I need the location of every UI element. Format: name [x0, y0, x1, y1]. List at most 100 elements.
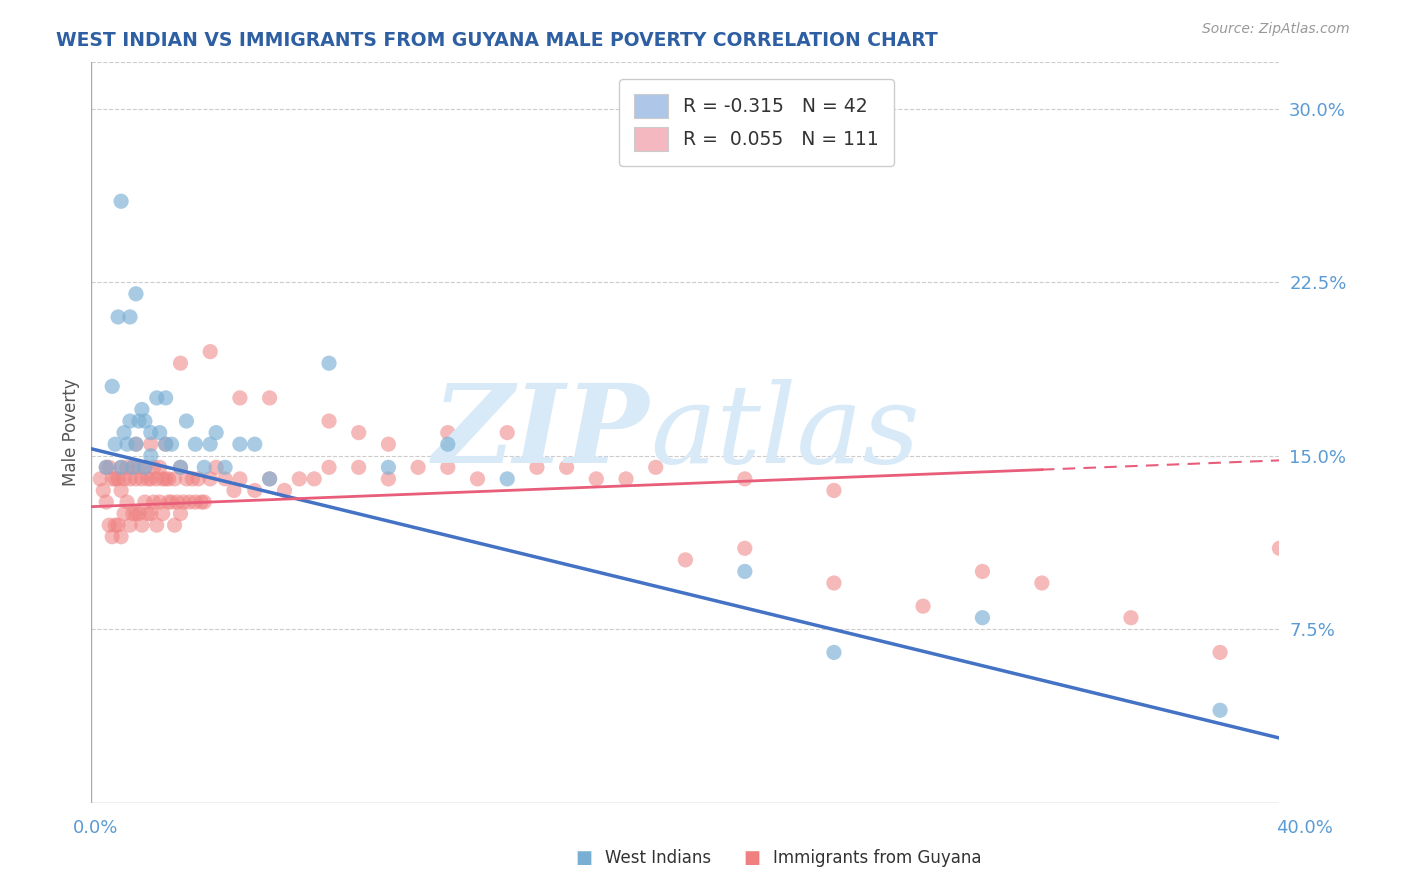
Point: [179, 495, 201, 509]
Point: [200, 437, 222, 451]
Point: [112, 425, 135, 440]
Point: [644, 460, 666, 475]
Point: [318, 356, 340, 370]
Point: [163, 518, 186, 533]
Point: [972, 565, 994, 579]
Point: [184, 437, 207, 451]
Y-axis label: Male Poverty: Male Poverty: [62, 379, 80, 486]
Point: [166, 495, 188, 509]
Point: [122, 460, 145, 475]
Point: [142, 460, 165, 475]
Point: [496, 425, 519, 440]
Point: [118, 472, 141, 486]
Point: [139, 425, 162, 440]
Point: [302, 472, 325, 486]
Point: [318, 460, 340, 475]
Point: [152, 507, 174, 521]
Point: [243, 483, 266, 498]
Point: [222, 483, 245, 498]
Point: [110, 194, 132, 209]
Point: [673, 553, 696, 567]
Point: [149, 495, 172, 509]
Point: [214, 460, 236, 475]
Point: [190, 495, 212, 509]
Point: [131, 518, 153, 533]
Point: [200, 472, 222, 486]
Point: [139, 437, 162, 451]
Point: [160, 437, 183, 451]
Point: [526, 460, 548, 475]
Point: [160, 495, 183, 509]
Point: [318, 414, 340, 428]
Point: [229, 437, 252, 451]
Point: [347, 425, 370, 440]
Point: [101, 530, 124, 544]
Point: [152, 472, 174, 486]
Point: [200, 344, 222, 359]
Point: [104, 437, 127, 451]
Point: [149, 460, 172, 475]
Text: Source: ZipAtlas.com: Source: ZipAtlas.com: [1202, 22, 1350, 37]
Point: [128, 507, 150, 521]
Point: [145, 391, 167, 405]
Point: [131, 402, 153, 417]
Point: [1031, 576, 1053, 591]
Point: [101, 379, 124, 393]
Point: [89, 472, 111, 486]
Point: [172, 495, 194, 509]
Point: [125, 472, 148, 486]
Point: [122, 507, 145, 521]
Text: ZIP: ZIP: [433, 379, 650, 486]
Point: [155, 391, 177, 405]
Point: [145, 518, 167, 533]
Point: [134, 460, 156, 475]
Point: [163, 472, 186, 486]
Point: [176, 472, 198, 486]
Point: [169, 356, 191, 370]
Point: [136, 507, 159, 521]
Point: [187, 472, 209, 486]
Point: [972, 610, 994, 624]
Point: [436, 460, 458, 475]
Point: [911, 599, 934, 614]
Point: [157, 495, 180, 509]
Point: [273, 483, 295, 498]
Point: [107, 472, 129, 486]
Point: [614, 472, 637, 486]
Point: [467, 472, 489, 486]
Text: atlas: atlas: [650, 379, 920, 486]
Point: [128, 414, 150, 428]
Point: [169, 507, 191, 521]
Point: [259, 391, 281, 405]
Point: [823, 483, 845, 498]
Point: [259, 472, 281, 486]
Text: Immigrants from Guyana: Immigrants from Guyana: [773, 849, 981, 867]
Point: [107, 310, 129, 324]
Point: [134, 414, 156, 428]
Point: [112, 507, 135, 521]
Point: [377, 472, 399, 486]
Point: [115, 460, 138, 475]
Point: [734, 565, 756, 579]
Text: WEST INDIAN VS IMMIGRANTS FROM GUYANA MALE POVERTY CORRELATION CHART: WEST INDIAN VS IMMIGRANTS FROM GUYANA MA…: [56, 31, 938, 50]
Point: [110, 460, 132, 475]
Point: [436, 425, 458, 440]
Point: [134, 495, 156, 509]
Point: [134, 460, 156, 475]
Point: [91, 483, 114, 498]
Point: [377, 460, 399, 475]
Point: [555, 460, 578, 475]
Point: [110, 483, 132, 498]
Point: [1327, 541, 1350, 556]
Text: 0.0%: 0.0%: [73, 819, 118, 837]
Point: [1327, 541, 1350, 556]
Point: [155, 437, 177, 451]
Point: [1119, 610, 1142, 624]
Point: [734, 472, 756, 486]
Point: [115, 495, 138, 509]
Point: [98, 518, 121, 533]
Point: [205, 460, 228, 475]
Point: [436, 437, 458, 451]
Point: [176, 414, 198, 428]
Point: [157, 472, 180, 486]
